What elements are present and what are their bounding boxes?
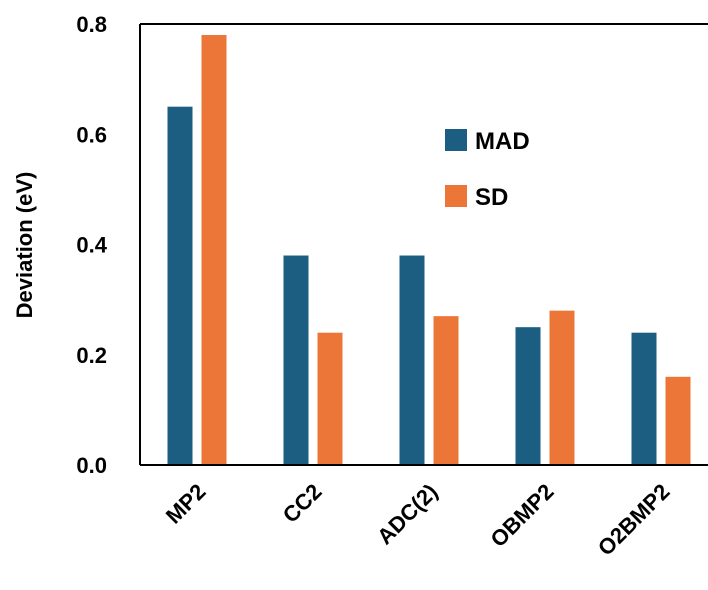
- y-tick-label: 0.0: [76, 453, 107, 478]
- bar-sd-cc2: [317, 332, 343, 465]
- legend-label-mad: MAD: [475, 128, 530, 155]
- bar-sd-adc2: [433, 316, 459, 465]
- legend: MAD SD: [445, 128, 530, 211]
- legend-swatch-sd: [445, 185, 467, 207]
- bar-sd-mp2: [201, 35, 227, 466]
- legend-swatch-mad: [445, 129, 467, 151]
- x-category-label: MP2: [161, 479, 211, 529]
- bar-mad-obmp2: [515, 327, 541, 465]
- x-tick-labels: MP2 CC2 ADC(2) OBMP2 O2BMP2: [161, 479, 675, 561]
- x-category-label: ADC(2): [372, 479, 442, 549]
- x-category-label: O2BMP2: [593, 479, 675, 561]
- bar-mad-adc2: [399, 255, 425, 465]
- bar-mad-mp2: [167, 106, 193, 465]
- y-axis-title: Deviation (eV): [12, 172, 37, 319]
- bar-sd-o2bmp2: [665, 376, 691, 465]
- y-tick-label: 0.2: [76, 343, 107, 368]
- y-tick-label: 0.4: [76, 233, 107, 258]
- bar-mad-cc2: [283, 255, 309, 465]
- x-category-label: CC2: [278, 479, 327, 528]
- legend-label-sd: SD: [475, 184, 508, 211]
- y-tick-label: 0.8: [76, 12, 107, 37]
- bars-group: [167, 35, 691, 466]
- bar-mad-o2bmp2: [631, 332, 657, 465]
- y-tick-labels: 0.0 0.2 0.4 0.6 0.8: [76, 12, 107, 478]
- x-category-label: OBMP2: [486, 479, 559, 552]
- y-tick-label: 0.6: [76, 122, 107, 147]
- bar-sd-obmp2: [549, 310, 575, 465]
